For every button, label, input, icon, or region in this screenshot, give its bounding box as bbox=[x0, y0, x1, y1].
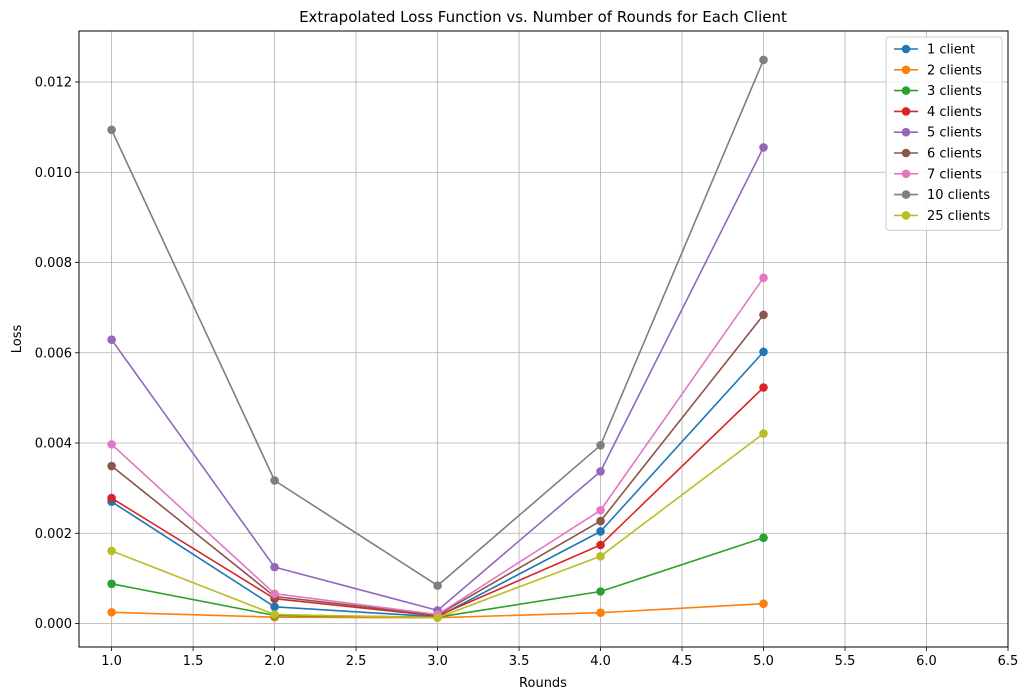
y-axis: 0.000 0.002 0.004 0.006 0.008 0.010 0.012 bbox=[35, 75, 79, 632]
x-tick-label: 1.5 bbox=[183, 654, 204, 669]
y-tick-label: 0.000 bbox=[35, 617, 72, 632]
data-point bbox=[596, 505, 605, 515]
data-point bbox=[107, 440, 116, 449]
legend-item: 10 clients bbox=[894, 188, 990, 203]
legend-label: 6 clients bbox=[927, 147, 982, 162]
x-tick-label: 5.0 bbox=[753, 654, 774, 669]
data-point bbox=[270, 562, 279, 572]
data-point bbox=[107, 335, 116, 344]
legend-label: 4 clients bbox=[927, 105, 982, 120]
legend-label: 1 client bbox=[927, 43, 975, 58]
data-point bbox=[107, 125, 116, 135]
legend-swatch-marker bbox=[901, 107, 911, 116]
data-point bbox=[596, 540, 605, 550]
series-10-clients bbox=[107, 55, 768, 590]
legend-item: 7 clients bbox=[894, 167, 982, 182]
legend-swatch-marker bbox=[901, 44, 911, 54]
y-tick-label: 0.002 bbox=[35, 527, 72, 542]
data-point bbox=[596, 516, 605, 526]
x-tick-label: 3.5 bbox=[509, 654, 530, 669]
legend-item: 5 clients bbox=[894, 126, 982, 141]
legend-label: 25 clients bbox=[927, 209, 990, 224]
data-point bbox=[107, 607, 116, 617]
legend-swatch-marker bbox=[901, 86, 911, 95]
legend-swatch-marker bbox=[901, 169, 911, 179]
legend: 1 client 2 clients 3 clients 4 clients 5 cli… bbox=[885, 36, 1003, 231]
data-point bbox=[759, 429, 768, 438]
y-axis-label: Loss bbox=[10, 325, 25, 354]
data-point bbox=[107, 493, 116, 503]
legend-swatch-marker bbox=[901, 65, 911, 75]
legend-swatch-marker bbox=[901, 148, 911, 158]
data-point bbox=[270, 602, 279, 612]
data-point bbox=[107, 579, 116, 589]
data-point bbox=[107, 461, 116, 471]
y-tick-label: 0.004 bbox=[35, 437, 72, 452]
data-point bbox=[107, 546, 116, 556]
legend-label: 10 clients bbox=[927, 188, 990, 203]
data-point bbox=[759, 310, 768, 320]
series-25-clients bbox=[107, 429, 768, 622]
x-tick-label: 2.5 bbox=[346, 654, 367, 669]
data-point bbox=[596, 467, 605, 476]
legend-item: 1 client bbox=[894, 43, 975, 58]
data-point bbox=[759, 273, 768, 283]
data-point bbox=[596, 587, 605, 596]
legend-item: 6 clients bbox=[894, 147, 982, 162]
data-point bbox=[433, 581, 442, 590]
data-point bbox=[596, 551, 605, 561]
x-tick-label: 4.5 bbox=[672, 654, 693, 669]
data-point bbox=[759, 383, 768, 392]
data-point bbox=[759, 143, 768, 152]
legend-label: 7 clients bbox=[927, 167, 982, 182]
legend-item: 2 clients bbox=[894, 63, 982, 78]
legend-item: 4 clients bbox=[894, 105, 982, 120]
data-point bbox=[596, 527, 605, 536]
x-tick-label: 4.0 bbox=[590, 654, 611, 669]
legend-swatch-marker bbox=[901, 127, 911, 137]
data-point bbox=[596, 440, 605, 450]
x-tick-label: 1.0 bbox=[101, 654, 122, 669]
plot-frame bbox=[78, 30, 1009, 648]
legend-label: 2 clients bbox=[927, 63, 982, 78]
legend-item: 3 clients bbox=[894, 84, 982, 99]
x-axis-label: Rounds bbox=[519, 676, 567, 691]
legend-swatch-marker bbox=[901, 211, 911, 220]
x-axis: 1.0 1.5 2.0 2.5 3.0 3.5 4.0 4.5 5.0 5.5 6.0 6.5 bbox=[101, 647, 1018, 669]
x-tick-label: 3.0 bbox=[427, 654, 448, 669]
legend-box bbox=[885, 36, 1003, 231]
chart-title: Extrapolated Loss Function vs. Number of… bbox=[299, 8, 787, 26]
legend-label: 5 clients bbox=[927, 126, 982, 141]
legend-item: 25 clients bbox=[894, 209, 990, 224]
data-point bbox=[270, 610, 279, 619]
legend-swatch-marker bbox=[901, 190, 911, 199]
x-tick-label: 6.5 bbox=[998, 654, 1019, 669]
data-point bbox=[270, 476, 279, 485]
y-tick-label: 0.006 bbox=[35, 346, 72, 361]
x-tick-label: 2.0 bbox=[264, 654, 285, 669]
data-point bbox=[596, 608, 605, 618]
series-layer bbox=[107, 55, 768, 622]
x-tick-label: 5.5 bbox=[835, 654, 856, 669]
data-point bbox=[759, 347, 768, 357]
y-tick-label: 0.012 bbox=[35, 75, 72, 90]
data-point bbox=[759, 533, 768, 543]
data-point bbox=[759, 55, 768, 65]
data-point bbox=[433, 613, 442, 622]
legend-label: 3 clients bbox=[927, 84, 982, 99]
y-tick-label: 0.010 bbox=[35, 166, 72, 181]
x-tick-label: 6.0 bbox=[916, 654, 937, 669]
data-point bbox=[759, 599, 768, 608]
y-tick-label: 0.008 bbox=[35, 256, 72, 271]
data-point bbox=[270, 589, 279, 599]
